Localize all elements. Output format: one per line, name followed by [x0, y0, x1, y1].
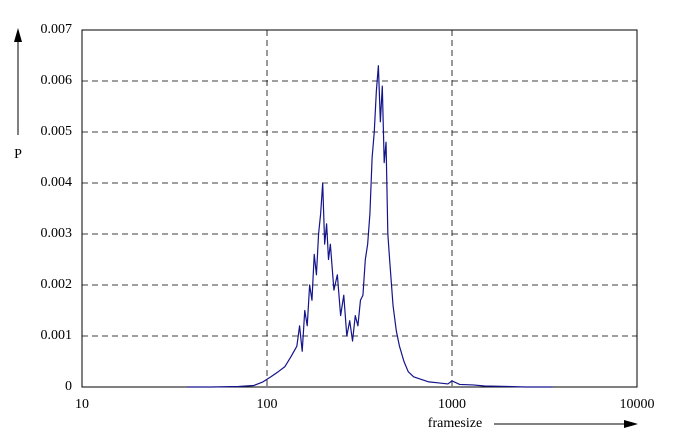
y-tick-label: 0.001	[41, 328, 73, 343]
plot-frame	[81, 29, 638, 388]
x-axis-arrowhead	[624, 420, 638, 428]
y-tick-label: 0	[65, 379, 72, 394]
y-axis-label: P	[14, 147, 22, 162]
x-tick-label: 10	[75, 397, 89, 412]
y-tick-label: 0.004	[41, 175, 73, 190]
x-tick-label: 10000	[620, 397, 655, 412]
y-tick-label: 0.003	[41, 226, 73, 241]
x-axis-label: framesize	[428, 416, 482, 431]
y-tick-label: 0.006	[41, 73, 73, 88]
x-tick-label: 1000	[438, 397, 466, 412]
y-axis-arrowhead	[14, 28, 22, 42]
y-tick-label: 0.002	[41, 277, 73, 292]
x-tick-label: 100	[257, 397, 278, 412]
y-tick-label: 0.007	[41, 22, 73, 37]
y-tick-label: 0.005	[41, 124, 73, 139]
data-line	[187, 65, 553, 388]
